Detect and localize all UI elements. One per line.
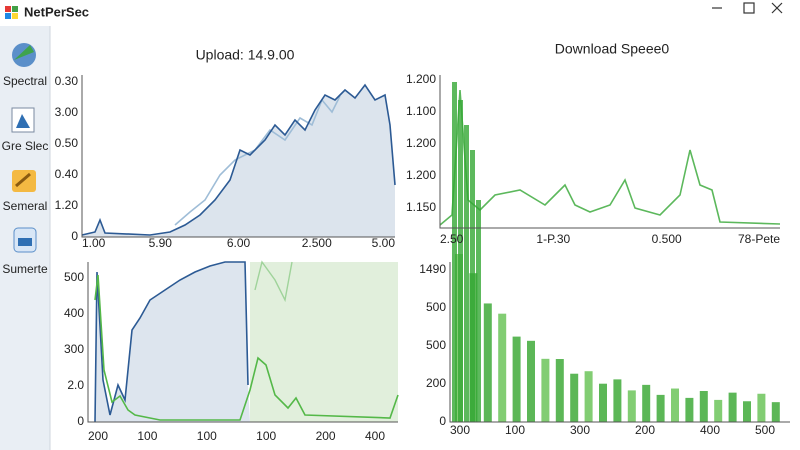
bar bbox=[714, 399, 723, 422]
axis bbox=[439, 75, 780, 229]
bottom-left-line-light bbox=[254, 260, 293, 303]
y-tick-label: 0.30 bbox=[55, 74, 79, 88]
bar bbox=[555, 359, 564, 422]
sidebar-label[interactable]: Sumerte bbox=[2, 262, 48, 276]
bar bbox=[483, 303, 492, 422]
bar bbox=[541, 358, 550, 422]
bar bbox=[685, 397, 694, 422]
x-tick-label: 100 bbox=[505, 423, 525, 437]
app-icon bbox=[5, 6, 18, 19]
x-tick-label: 400 bbox=[365, 429, 385, 443]
sidebar-label[interactable]: Spectral bbox=[3, 74, 47, 88]
bar bbox=[613, 379, 622, 422]
x-tick-label: 0.500 bbox=[652, 232, 682, 246]
y-tick-label: 0.40 bbox=[55, 167, 79, 181]
sidebar-icon[interactable] bbox=[13, 227, 37, 253]
y-tick-label: 0 bbox=[71, 229, 78, 243]
x-tick-label: 1-P.30 bbox=[536, 232, 570, 246]
x-tick-label: 100 bbox=[256, 429, 276, 443]
bar bbox=[476, 200, 481, 422]
bar bbox=[470, 150, 475, 422]
y-tick-label: 1.20 bbox=[55, 198, 79, 212]
bottom-left-area-blue bbox=[95, 262, 250, 422]
x-tick-label: 200 bbox=[88, 429, 108, 443]
bar bbox=[671, 388, 679, 422]
bar bbox=[512, 336, 521, 422]
x-tick-label: 6.00 bbox=[227, 236, 251, 250]
bar bbox=[570, 373, 579, 422]
y-tick-label: 0 bbox=[77, 414, 84, 428]
bottom-left-area-green bbox=[250, 262, 398, 422]
x-tick-label: 300 bbox=[450, 423, 470, 437]
sidebar-label[interactable]: Semeral bbox=[3, 199, 48, 213]
bottom-left-line-green bbox=[94, 274, 399, 421]
bar bbox=[642, 384, 651, 422]
download-line bbox=[439, 89, 781, 226]
y-tick-label: 0.50 bbox=[55, 136, 79, 150]
bar bbox=[452, 82, 457, 422]
title-bar bbox=[0, 0, 800, 26]
bar bbox=[527, 340, 535, 422]
y-tick-label: 300 bbox=[64, 342, 84, 356]
y-tick-label: 500 bbox=[426, 300, 446, 314]
maximize-button[interactable] bbox=[743, 2, 755, 14]
y-tick-label: 1.100 bbox=[406, 104, 436, 118]
axis bbox=[87, 262, 398, 423]
bar bbox=[743, 401, 751, 422]
x-tick-label: 5.90 bbox=[149, 236, 173, 250]
panel-title: Download Speee0 bbox=[555, 41, 670, 57]
bar-group bbox=[452, 82, 780, 422]
y-tick-label: 200 bbox=[426, 376, 446, 390]
bar bbox=[757, 393, 766, 422]
panel-title: Upload: 14.9.00 bbox=[196, 47, 295, 63]
axis bbox=[449, 262, 790, 423]
x-tick-label: 1.00 bbox=[82, 236, 106, 250]
x-tick-label: 400 bbox=[700, 423, 720, 437]
upload-line bbox=[81, 83, 396, 236]
y-tick-label: 1.200 bbox=[406, 72, 436, 86]
x-tick-label: 300 bbox=[570, 423, 590, 437]
bar bbox=[699, 390, 708, 422]
sidebar-label[interactable]: Gre Slec bbox=[2, 139, 49, 153]
x-tick-label: 2.50 bbox=[440, 232, 464, 246]
y-tick-label: 3.00 bbox=[55, 105, 79, 119]
x-tick-label: 200 bbox=[316, 429, 336, 443]
bottom-left-line-blue bbox=[94, 261, 249, 423]
y-tick-label: 500 bbox=[426, 338, 446, 352]
bar bbox=[584, 371, 593, 422]
y-tick-label: 1.200 bbox=[406, 136, 436, 150]
y-tick-label: 1.200 bbox=[406, 168, 436, 182]
x-tick-label: 2.500 bbox=[302, 236, 332, 250]
sidebar-icon[interactable] bbox=[12, 43, 36, 67]
x-tick-label: 200 bbox=[635, 423, 655, 437]
bar bbox=[464, 125, 469, 422]
bar bbox=[498, 313, 507, 422]
bar bbox=[656, 394, 665, 422]
bar bbox=[771, 402, 780, 422]
y-tick-label: 2.0 bbox=[67, 378, 84, 392]
app-title: NetPerSec bbox=[24, 4, 89, 19]
y-tick-label: 1.150 bbox=[406, 200, 436, 214]
close-button[interactable] bbox=[771, 2, 783, 14]
bar bbox=[599, 383, 607, 422]
x-tick-label: 100 bbox=[137, 429, 157, 443]
sidebar-icon[interactable] bbox=[12, 170, 36, 192]
axis bbox=[81, 75, 395, 238]
y-tick-label: 500 bbox=[64, 270, 84, 284]
x-tick-label: 78-Pete bbox=[738, 232, 780, 246]
bar bbox=[627, 390, 636, 422]
x-tick-label: 100 bbox=[197, 429, 217, 443]
y-tick-label: 400 bbox=[64, 306, 84, 320]
upload-area bbox=[82, 85, 395, 237]
bar bbox=[728, 392, 737, 422]
sidebar-icon[interactable] bbox=[11, 107, 35, 133]
x-tick-label: 5.00 bbox=[372, 236, 396, 250]
y-tick-label: 0 bbox=[439, 414, 446, 428]
y-tick-label: 1490 bbox=[419, 262, 446, 276]
bar bbox=[458, 100, 463, 422]
x-tick-label: 500 bbox=[755, 423, 775, 437]
